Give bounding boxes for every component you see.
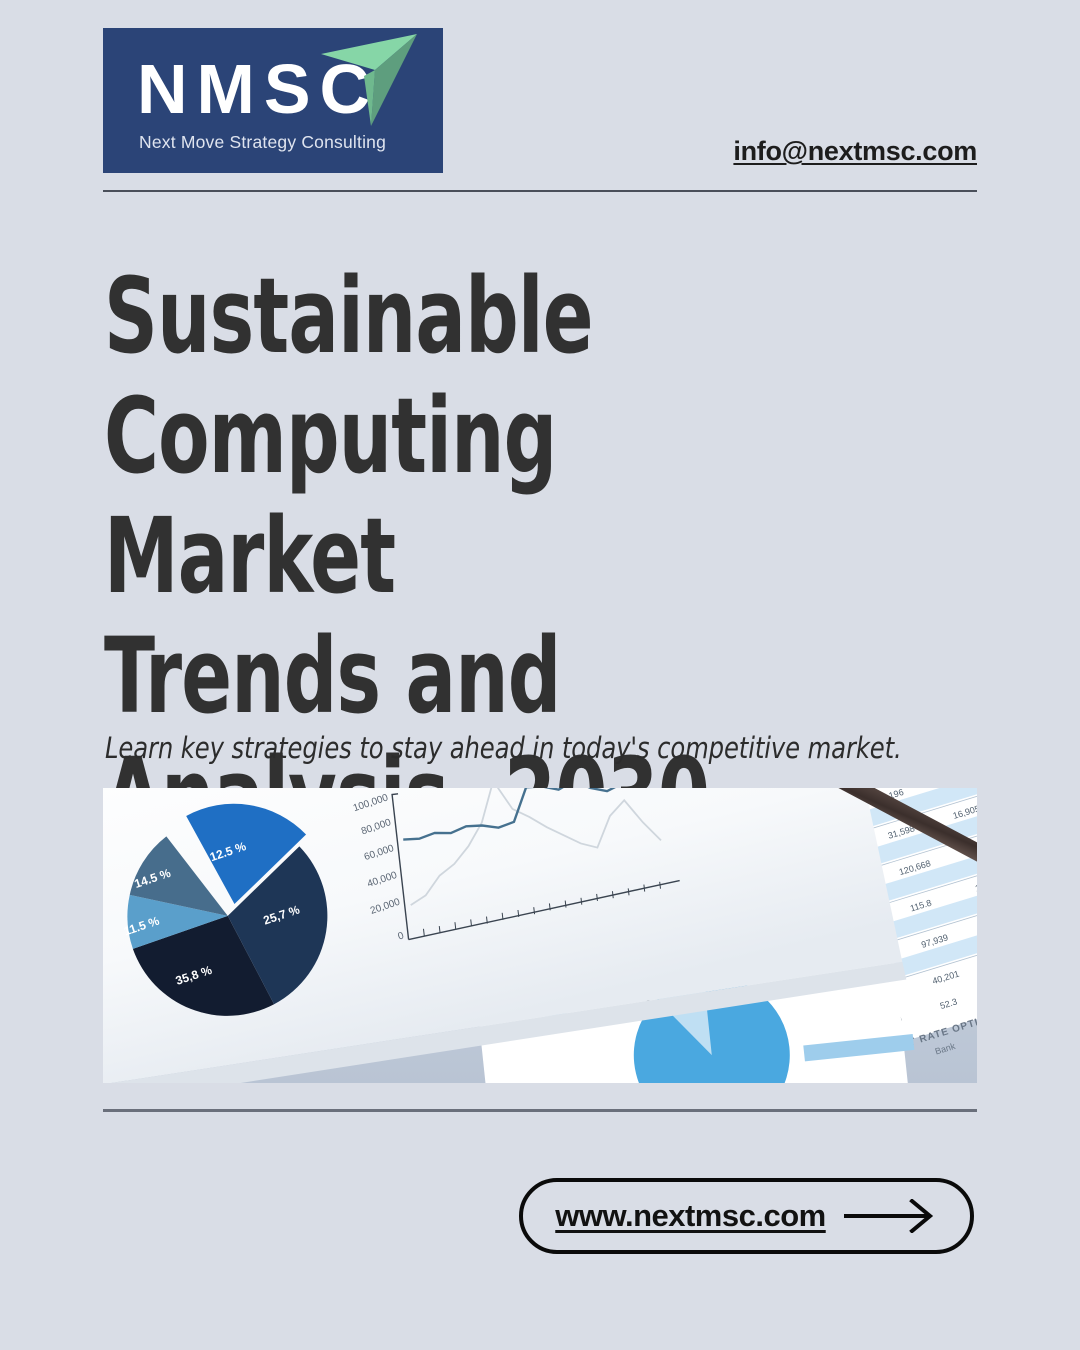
svg-text:14,834: 14,834 [974, 876, 977, 894]
svg-text:0: 0 [397, 930, 406, 942]
arrow-right-icon [843, 1199, 933, 1233]
page-title: Sustainable Computing Market Trends and … [104, 254, 710, 856]
website-button[interactable]: www.nextmsc.com [519, 1178, 974, 1254]
subtitle: Learn key strategies to stay ahead in to… [105, 731, 902, 765]
email-link[interactable]: info@nextmsc.com [733, 136, 977, 166]
paper-plane-icon [321, 34, 417, 126]
logo-tagline: Next Move Strategy Consulting [139, 132, 387, 152]
divider-bottom [103, 1109, 977, 1112]
hero-photo: 7,44944,17024,27950,95891,511 7,6598,562… [103, 788, 977, 1083]
svg-text:52.3: 52.3 [939, 996, 959, 1011]
website-url-label: www.nextmsc.com [555, 1198, 826, 1233]
logo-block: NMSC Next Move Strategy Consulting [103, 28, 443, 173]
report-photo-illustration: 7,44944,17024,27950,95891,511 7,6598,562… [103, 788, 977, 1083]
logo-wordmark: NMSC [137, 50, 380, 128]
divider-top [103, 190, 977, 192]
